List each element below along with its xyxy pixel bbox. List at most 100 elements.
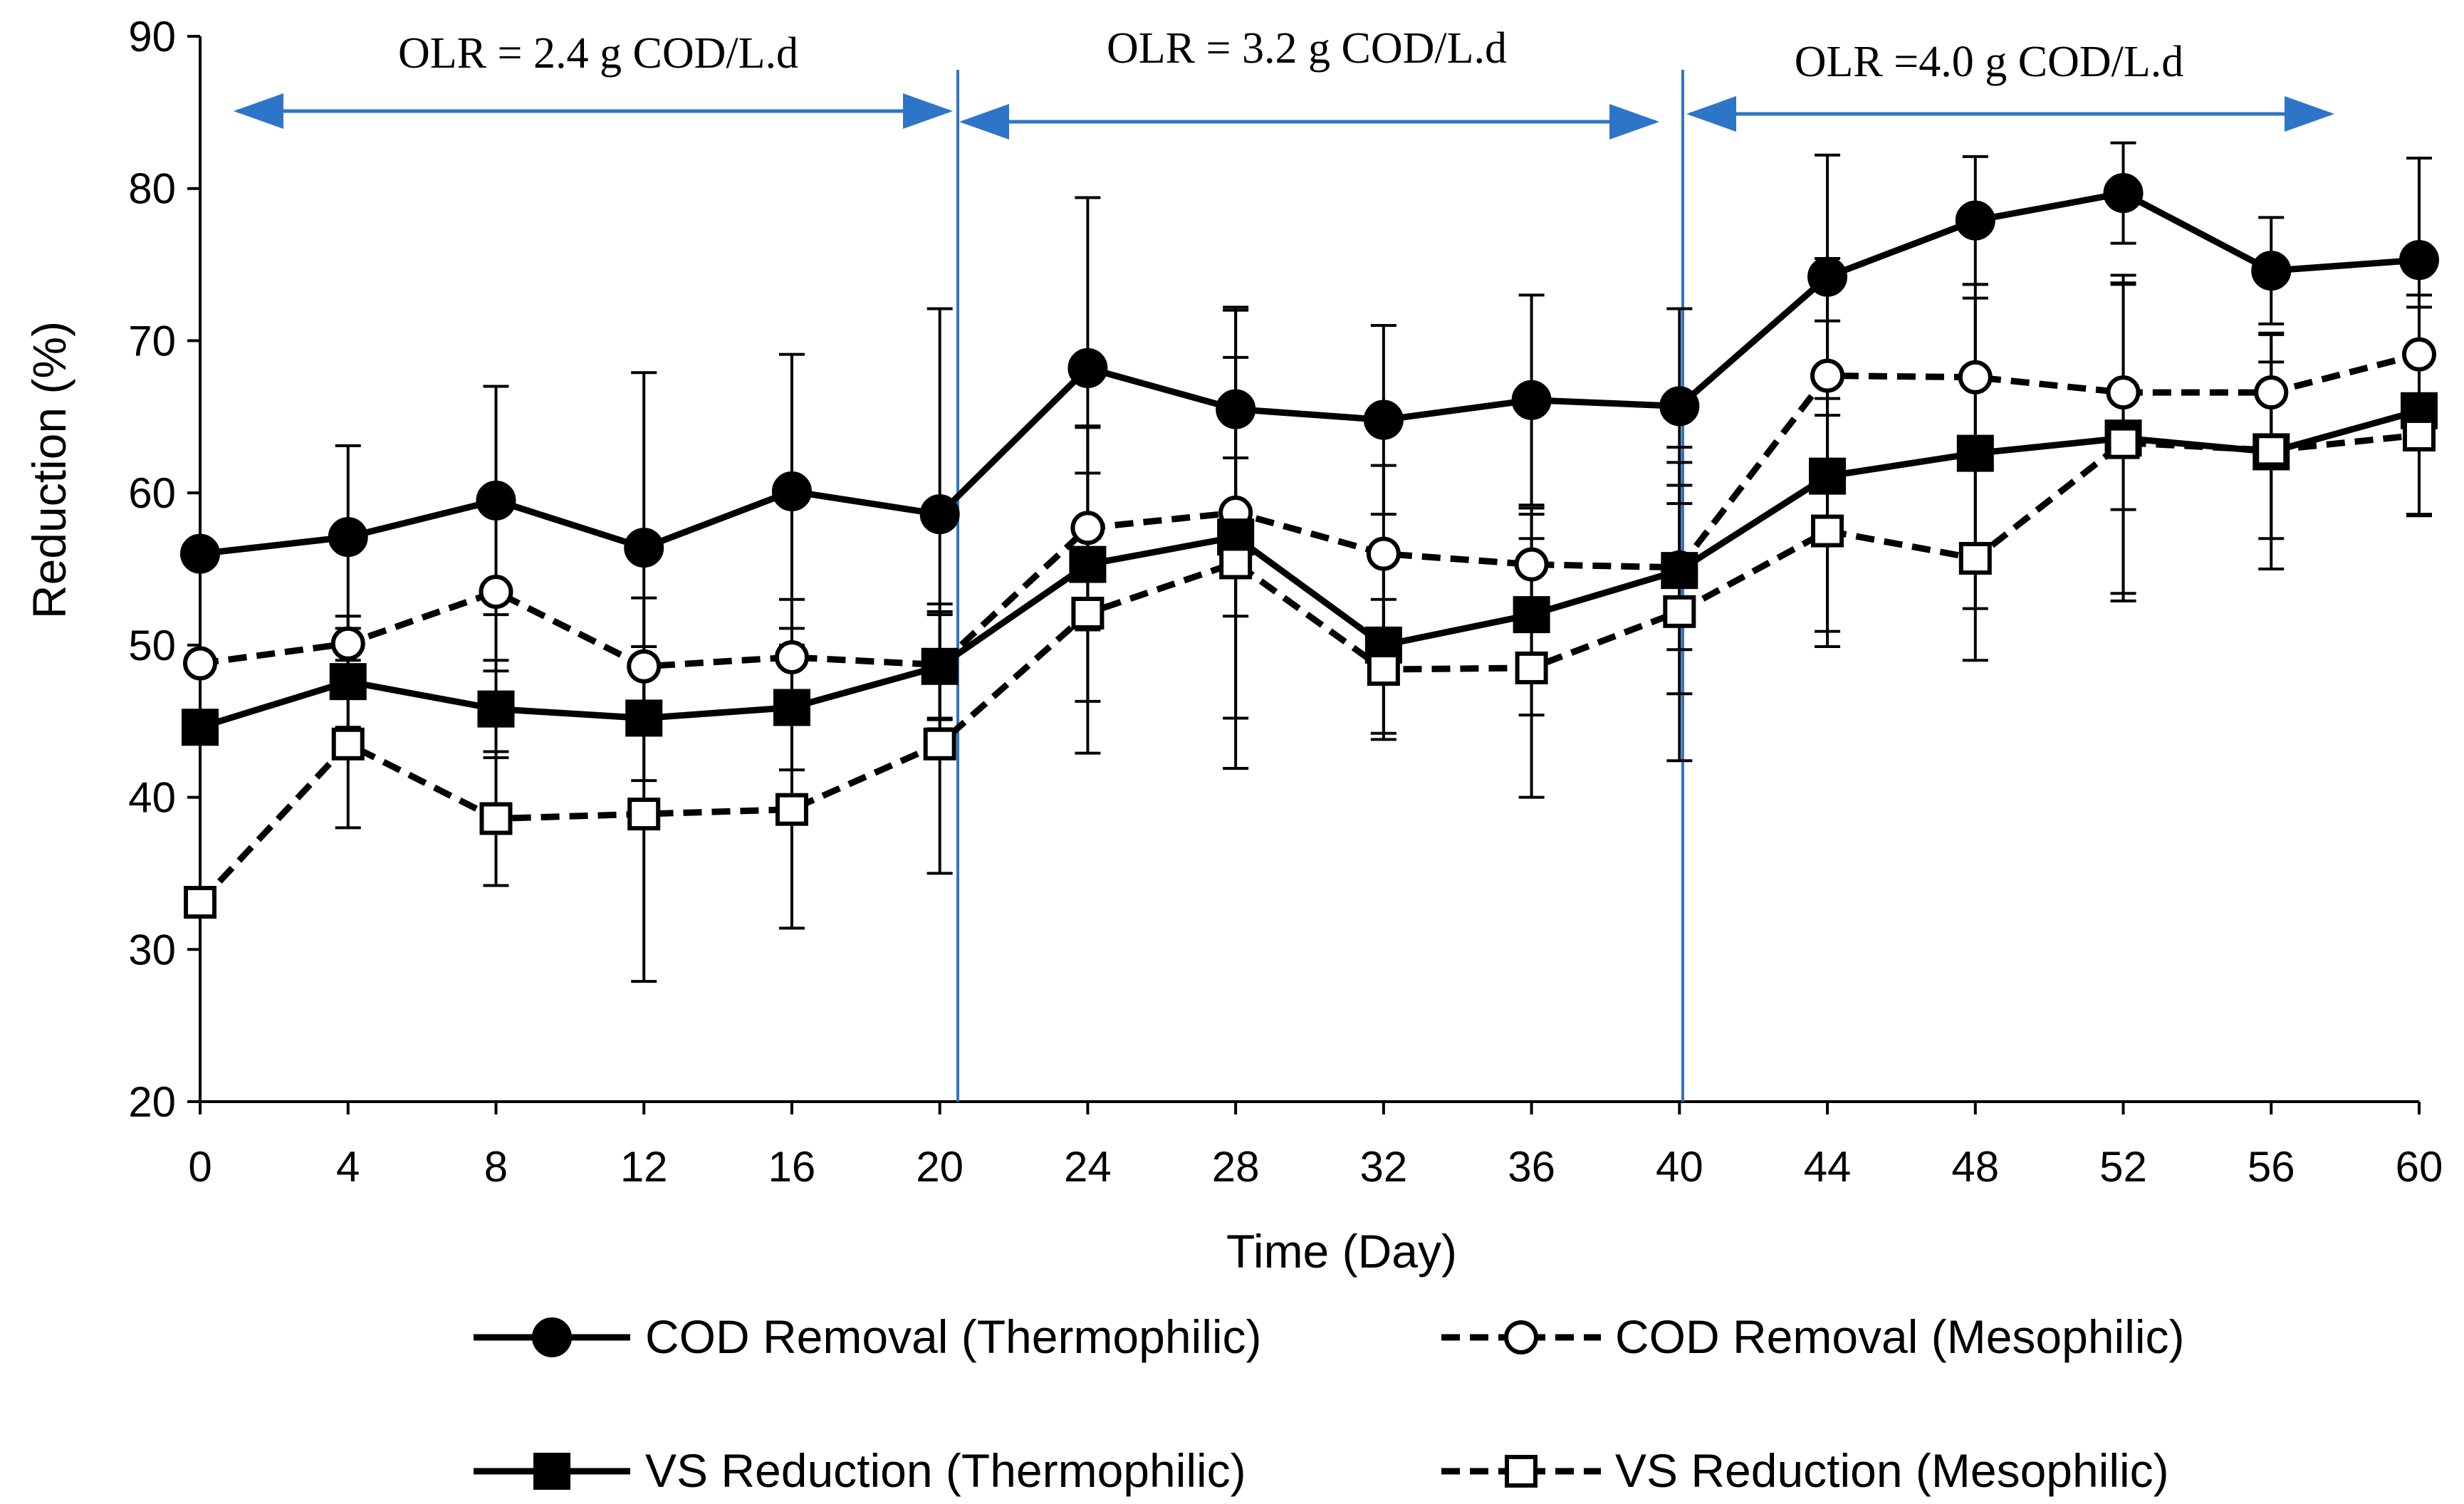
data-point — [330, 626, 365, 661]
data-point — [479, 802, 513, 835]
data-point — [2255, 434, 2288, 467]
legend-label: COD Removal (Mesophilic) — [1615, 1310, 2185, 1363]
data-point — [1070, 511, 1105, 545]
data-point — [2254, 375, 2289, 410]
x-axis-title: Time (Day) — [1226, 1225, 1457, 1278]
data-point — [627, 798, 661, 831]
data-point — [1511, 380, 1552, 420]
y-tick-label: 40 — [128, 774, 176, 822]
legend-marker — [1504, 1320, 1538, 1354]
data-point — [1514, 547, 1549, 582]
y-axis-title: Reduction (%) — [23, 321, 75, 619]
data-point — [2403, 418, 2436, 451]
series-2 — [183, 337, 2436, 684]
x-ticks: 0 4 8 12 16 20 24 28 32 36 40 44 48 52 56 60 — [188, 1102, 2443, 1191]
series-line — [199, 351, 2421, 670]
legend-item: COD Removal (Mesophilic) — [1441, 1310, 2185, 1363]
x-tick-label: 20 — [916, 1143, 964, 1191]
data-point — [2107, 426, 2140, 459]
data-point — [624, 528, 664, 568]
x-tick-label: 44 — [1804, 1143, 1852, 1191]
data-point — [1663, 595, 1696, 628]
series-line — [197, 432, 2420, 905]
data-point — [921, 647, 959, 685]
legend-label: VS Reduction (Thermophilic) — [645, 1444, 1246, 1497]
x-tick-label: 16 — [768, 1143, 816, 1191]
phase-label: OLR = 3.2 g COD/L.d — [1107, 24, 1507, 73]
data-point — [328, 517, 368, 558]
data-point — [775, 793, 808, 826]
data-point — [771, 471, 812, 512]
data-point — [1659, 386, 1700, 427]
legend-marker — [1505, 1455, 1538, 1488]
legend-item: COD Removal (Thermophilic) — [474, 1310, 1262, 1363]
data-point — [2399, 240, 2439, 281]
data-point — [1071, 596, 1105, 630]
y-tick-label: 70 — [128, 317, 176, 365]
phase-label: OLR = 2.4 g COD/L.d — [398, 29, 798, 78]
x-tick-label: 56 — [2248, 1143, 2295, 1191]
series-line — [199, 407, 2421, 731]
y-tick-label: 20 — [128, 1078, 176, 1126]
data-point — [1367, 653, 1400, 686]
data-point — [184, 886, 216, 919]
data-point — [919, 494, 960, 535]
data-point — [183, 646, 217, 681]
data-point — [1219, 546, 1253, 580]
x-tick-label: 60 — [2396, 1143, 2443, 1191]
data-point — [773, 689, 810, 726]
y-tick-label: 60 — [128, 469, 176, 517]
series-4 — [184, 418, 2436, 919]
data-point — [1661, 552, 1698, 590]
data-point — [2103, 173, 2144, 214]
data-point — [182, 709, 219, 746]
data-point — [180, 533, 220, 574]
x-tick-label: 32 — [1359, 1143, 1407, 1191]
data-point — [331, 727, 365, 761]
legend-marker — [533, 1453, 570, 1490]
legend: COD Removal (Thermophilic) COD Removal (M… — [474, 1310, 2185, 1497]
data-point — [1513, 596, 1550, 634]
series-3 — [182, 392, 2438, 746]
x-tick-label: 8 — [484, 1143, 508, 1191]
series-1 — [180, 173, 2439, 574]
data-point — [1955, 200, 1995, 241]
data-point — [329, 663, 367, 701]
x-tick-label: 48 — [1951, 1143, 1999, 1191]
x-tick-label: 52 — [2099, 1143, 2147, 1191]
x-tick-label: 4 — [336, 1143, 360, 1191]
data-point — [1811, 514, 1844, 548]
series-line — [199, 189, 2420, 558]
series — [180, 141, 2439, 983]
data-point — [1810, 358, 1845, 393]
legend-marker — [532, 1317, 572, 1357]
data-point — [923, 727, 956, 761]
data-point — [1958, 360, 1993, 395]
data-point — [1515, 651, 1548, 684]
data-point — [1216, 389, 1256, 429]
x-tick-label: 40 — [1656, 1143, 1703, 1191]
olr-phases: OLR = 2.4 g COD/L.d OLR = 3.2 g COD/L.d OL… — [234, 24, 2334, 1102]
legend-item: VS Reduction (Mesophilic) — [1441, 1444, 2169, 1497]
data-point — [477, 690, 515, 728]
x-tick-label: 36 — [1508, 1143, 1555, 1191]
data-point — [479, 575, 513, 610]
data-point — [1958, 542, 1992, 575]
data-point — [627, 649, 662, 684]
y-tick-label: 30 — [128, 926, 176, 973]
data-point — [774, 639, 809, 674]
data-point — [1807, 256, 1848, 297]
data-point — [2402, 337, 2436, 372]
y-tick-label: 50 — [128, 622, 176, 669]
y-tick-label: 90 — [128, 13, 176, 61]
legend-item: VS Reduction (Thermophilic) — [474, 1444, 1246, 1497]
data-point — [1067, 348, 1108, 388]
x-tick-label: 0 — [188, 1143, 212, 1191]
y-ticks: 20 30 40 50 60 70 80 90 — [128, 13, 200, 1126]
data-point — [625, 699, 663, 737]
data-point — [1956, 434, 1994, 472]
data-point — [2106, 375, 2141, 410]
data-point — [1069, 545, 1107, 583]
